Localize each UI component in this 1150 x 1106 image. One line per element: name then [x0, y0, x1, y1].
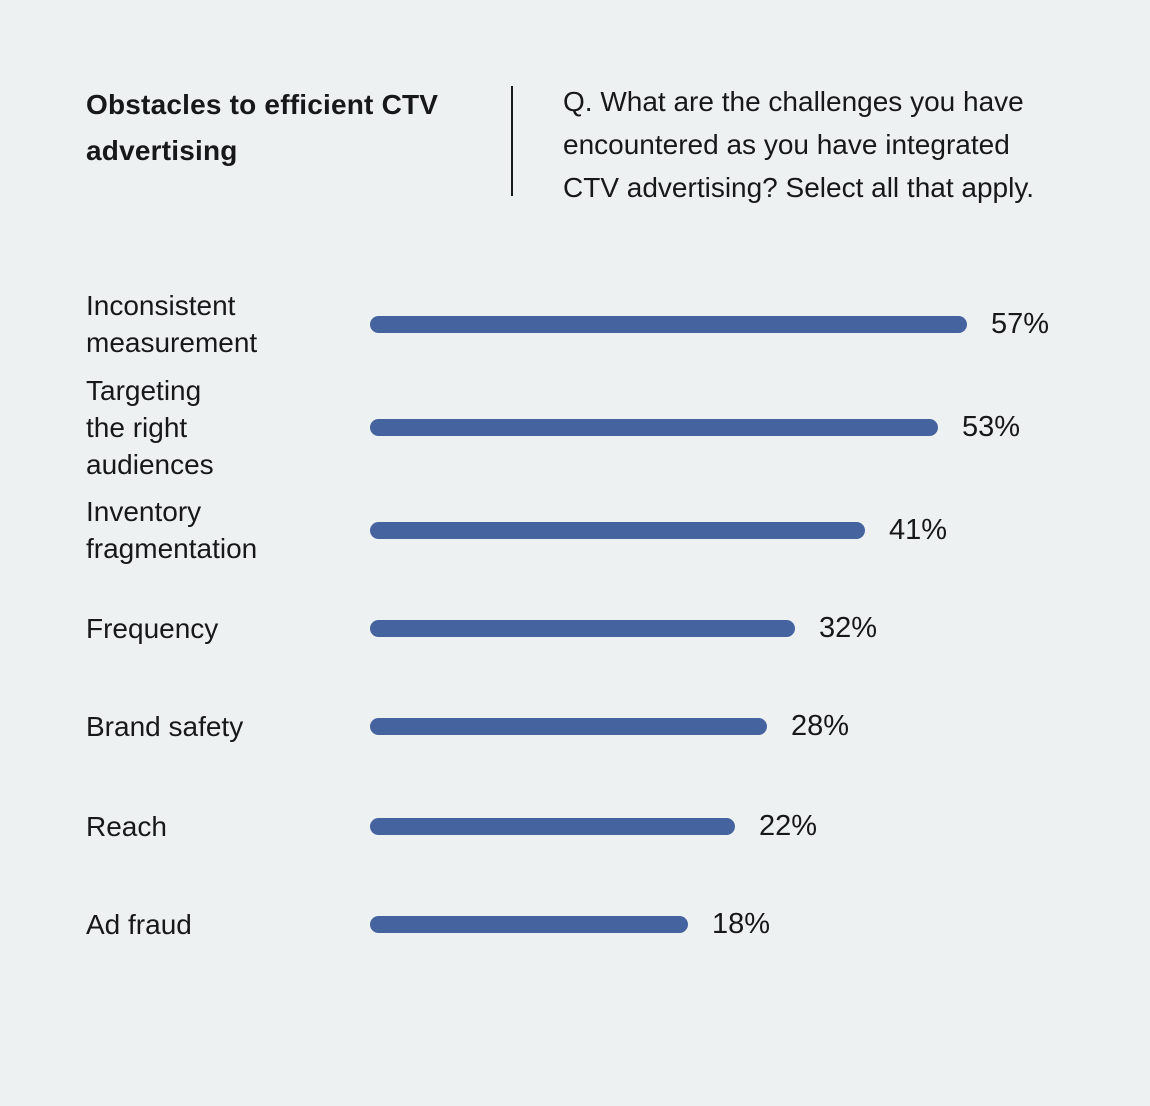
value-bar — [370, 619, 795, 637]
chart-row-inventory-fragmentation: Inventory fragmentation 41% — [86, 480, 1116, 580]
value-label: 41% — [889, 513, 948, 546]
chart-title: Obstacles to efficient CTV advertising — [86, 89, 439, 166]
category-label: Reach — [86, 810, 167, 842]
value-bar — [370, 915, 688, 933]
value-label: 18% — [712, 907, 771, 940]
value-label: 28% — [791, 709, 850, 742]
bar-chart: Inconsistent measurement 57% Targeting t… — [86, 274, 1116, 972]
bar-area: 28% — [370, 710, 1116, 743]
bar-area: 53% — [370, 411, 1116, 444]
value-bar — [370, 418, 938, 436]
category-label: Frequency — [86, 612, 219, 644]
chart-row-reach: Reach 22% — [86, 776, 1116, 876]
category-label: Inventory fragmentation — [86, 496, 258, 564]
chart-row-frequency: Frequency 32% — [86, 580, 1116, 676]
category-label: Ad fraud — [86, 908, 192, 940]
survey-question: Q. What are the challenges you have enco… — [563, 86, 1035, 203]
chart-row-brand-safety: Brand safety 28% — [86, 676, 1116, 776]
chart-row-targeting-the-right-audiences: Targeting the right audiences 53% — [86, 374, 1116, 480]
category-label: Inconsistent measurement — [86, 290, 258, 358]
bar-area: 22% — [370, 810, 1116, 843]
value-label: 22% — [759, 809, 818, 842]
category-label: Targeting the right audiences — [86, 374, 214, 480]
bar-area: 18% — [370, 908, 1116, 941]
chart-row-ad-fraud: Ad fraud 18% — [86, 876, 1116, 972]
value-label: 53% — [962, 410, 1021, 443]
value-label: 32% — [819, 611, 878, 644]
value-bar — [370, 521, 865, 539]
value-bar — [370, 315, 967, 333]
category-label: Brand safety — [86, 710, 244, 742]
bar-area: 32% — [370, 612, 1116, 645]
value-bar — [370, 817, 735, 835]
bar-area: 41% — [370, 514, 1116, 547]
value-bar — [370, 717, 767, 735]
bar-area: 57% — [370, 308, 1116, 341]
chart-row-inconsistent-measurement: Inconsistent measurement 57% — [86, 274, 1116, 374]
vertical-divider — [511, 86, 513, 196]
value-label: 57% — [991, 307, 1050, 340]
